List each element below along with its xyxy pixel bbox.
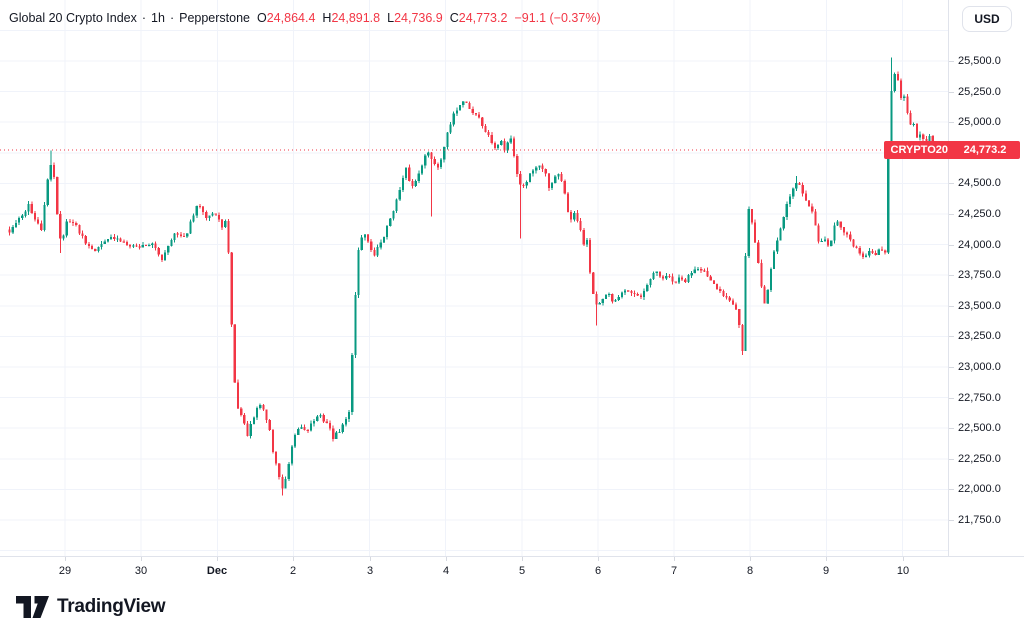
- time-label: Dec: [206, 565, 228, 577]
- price-label: 24,000.0: [958, 239, 1001, 251]
- time-label: 29: [58, 565, 72, 577]
- provider-label[interactable]: Pepperstone: [179, 11, 250, 25]
- tradingview-logo-icon: [16, 596, 49, 618]
- time-label: 4: [442, 565, 450, 577]
- price-axis-tick: [949, 459, 954, 460]
- price-label: 22,750.0: [958, 392, 1001, 404]
- price-label: 23,250.0: [958, 330, 1001, 342]
- time-axis-tick: [370, 557, 371, 561]
- price-label: 22,000.0: [958, 483, 1001, 495]
- time-axis[interactable]: 29 30 Dec 2 3 4 5 6 7 8 9 10: [0, 557, 1024, 587]
- ohlc-low: L24,736.9: [387, 11, 443, 25]
- price-line-symbol-badge: CRYPTO20: [883, 141, 955, 159]
- tradingview-logo[interactable]: TradingView: [16, 596, 166, 618]
- time-label: 8: [746, 565, 754, 577]
- price-axis-tick: [949, 336, 954, 337]
- currency-toggle-button[interactable]: USD: [962, 6, 1012, 32]
- change-value: −91.1 (−0.37%): [514, 11, 601, 25]
- time-axis-tick: [750, 557, 751, 561]
- price-axis[interactable]: 24,773.2 25,500.0 25,250.0 25,000.0 24,500.…: [949, 0, 1024, 556]
- time-label: 10: [896, 565, 910, 577]
- tradingview-logo-text: TradingView: [57, 596, 166, 617]
- price-axis-divider: [948, 0, 949, 557]
- chart-plot-area: Global 20 Crypto Index · 1h · Pepperston…: [0, 0, 948, 556]
- symbol-legend[interactable]: Global 20 Crypto Index · 1h · Pepperston…: [9, 11, 601, 25]
- price-label: 23,000.0: [958, 361, 1001, 373]
- legend-separator: ·: [141, 11, 147, 25]
- time-label: 3: [366, 565, 374, 577]
- price-axis-tick: [949, 367, 954, 368]
- price-axis-tick: [949, 275, 954, 276]
- price-label: 21,750.0: [958, 514, 1001, 526]
- price-label: 25,250.0: [958, 86, 1001, 98]
- price-axis-tick: [949, 92, 954, 93]
- price-label: 23,500.0: [958, 300, 1001, 312]
- price-axis-tick: [949, 214, 954, 215]
- grid: [0, 0, 948, 556]
- price-label: 22,500.0: [958, 422, 1001, 434]
- time-axis-tick: [293, 557, 294, 561]
- time-axis-tick: [522, 557, 523, 561]
- price-label: 23,750.0: [958, 269, 1001, 281]
- symbol-title[interactable]: Global 20 Crypto Index: [9, 11, 137, 25]
- price-axis-tick: [949, 306, 954, 307]
- time-label: 30: [134, 565, 148, 577]
- price-axis-tick: [949, 183, 954, 184]
- ohlc-high: H24,891.8: [322, 11, 381, 25]
- ohlc-open: O24,864.4: [257, 11, 316, 25]
- last-price-badge: 24,773.2: [950, 141, 1020, 159]
- time-label: 2: [289, 565, 297, 577]
- chart-canvas[interactable]: [0, 0, 948, 556]
- ohlc-close: C24,773.2: [449, 11, 508, 25]
- time-label: 9: [822, 565, 830, 577]
- legend-separator: ·: [169, 11, 175, 25]
- price-axis-tick: [949, 245, 954, 246]
- price-label: 25,000.0: [958, 116, 1001, 128]
- price-axis-tick: [949, 122, 954, 123]
- time-axis-tick: [598, 557, 599, 561]
- time-axis-tick: [674, 557, 675, 561]
- time-label: 6: [594, 565, 602, 577]
- price-label: 22,250.0: [958, 453, 1001, 465]
- time-label: 7: [670, 565, 678, 577]
- time-axis-tick: [826, 557, 827, 561]
- time-label: 5: [518, 565, 526, 577]
- price-axis-tick: [949, 398, 954, 399]
- time-axis-divider: [0, 556, 1024, 557]
- time-axis-tick: [65, 557, 66, 561]
- time-axis-tick: [903, 557, 904, 561]
- price-axis-tick: [949, 520, 954, 521]
- price-label: 24,500.0: [958, 177, 1001, 189]
- price-label: 25,500.0: [958, 55, 1001, 67]
- candlesticks: [8, 57, 944, 496]
- price-label: 24,250.0: [958, 208, 1001, 220]
- time-axis-tick: [217, 557, 218, 561]
- time-axis-tick: [141, 557, 142, 561]
- time-axis-tick: [446, 557, 447, 561]
- price-axis-tick: [949, 61, 954, 62]
- price-axis-tick: [949, 489, 954, 490]
- interval-label[interactable]: 1h: [151, 11, 165, 25]
- price-axis-tick: [949, 428, 954, 429]
